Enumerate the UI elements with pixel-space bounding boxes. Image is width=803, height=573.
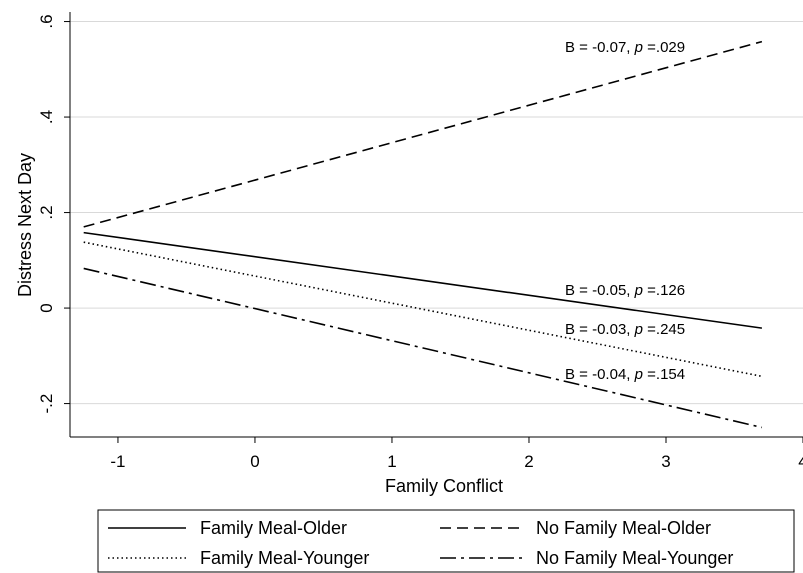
y-tick-label: .4 xyxy=(37,110,56,124)
x-tick-label: 3 xyxy=(661,452,670,471)
x-tick-label: -1 xyxy=(110,452,125,471)
annotation-p-value: =.154 xyxy=(643,366,685,383)
annotation-b: B = -0.03, xyxy=(565,321,635,338)
x-tick-label: 4 xyxy=(798,452,803,471)
annotation-p-value: =.126 xyxy=(643,282,685,299)
annotation-p-value: =.029 xyxy=(643,39,685,56)
legend-label: Family Meal-Younger xyxy=(200,548,369,568)
series-line-dashed xyxy=(83,40,763,228)
series-annotation: B = -0.07, p =.029 xyxy=(565,39,685,56)
annotation-p-label: p xyxy=(634,39,643,56)
legend-label: Family Meal-Older xyxy=(200,518,347,538)
series-annotation: B = -0.04, p =.154 xyxy=(565,366,685,383)
series-line-dotted xyxy=(83,241,763,378)
annotation-p-label: p xyxy=(634,321,643,338)
annotation-b: B = -0.04, xyxy=(565,366,635,383)
x-tick-label: 1 xyxy=(387,452,396,471)
legend-box xyxy=(97,509,795,573)
y-tick-label: 0 xyxy=(37,303,56,312)
x-tick-label: 0 xyxy=(250,452,259,471)
annotation-p-label: p xyxy=(634,282,643,299)
y-tick-label: .2 xyxy=(37,205,56,219)
x-tick-label: 2 xyxy=(524,452,533,471)
legend: Family Meal-Older No Family Meal-Older Fam… xyxy=(97,509,795,573)
annotation-p-value: =.245 xyxy=(643,321,685,338)
series-line-dashdot xyxy=(83,267,763,429)
x-axis-title: Family Conflict xyxy=(385,476,503,496)
axes: -.2 0 .2 .4 .6 -1 0 1 2 3 4 Family Conflict Distress… xyxy=(15,12,803,496)
legend-label: No Family Meal-Younger xyxy=(536,548,733,568)
series-line-solid xyxy=(83,231,763,329)
y-axis-title: Distress Next Day xyxy=(15,153,35,297)
series-lines xyxy=(83,40,763,429)
gridlines xyxy=(70,21,803,405)
annotation-b: B = -0.05, xyxy=(565,282,635,299)
legend-label: No Family Meal-Older xyxy=(536,518,711,538)
series-annotation: B = -0.05, p =.126 xyxy=(565,282,685,299)
series-annotation: B = -0.03, p =.245 xyxy=(565,321,685,338)
y-tick-label: -.2 xyxy=(37,394,56,414)
annotation-p-label: p xyxy=(634,366,643,383)
y-tick-label: .6 xyxy=(37,14,56,28)
annotation-b: B = -0.07, xyxy=(565,39,635,56)
